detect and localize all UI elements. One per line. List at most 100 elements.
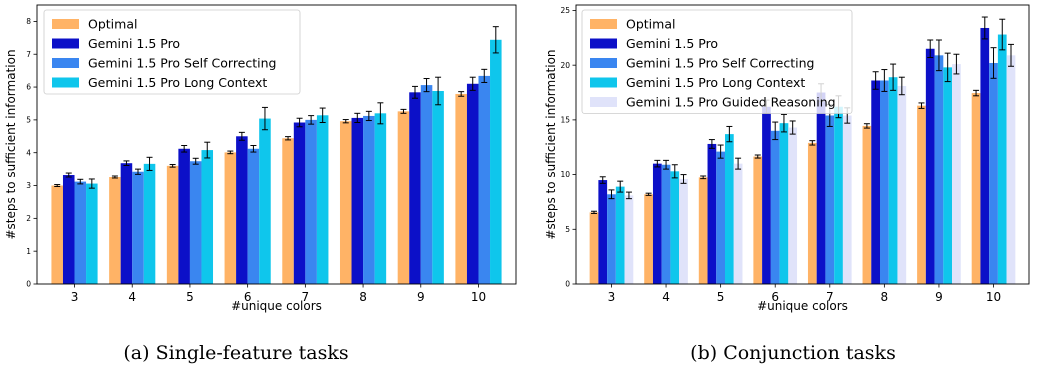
y-tick-label: 5	[26, 115, 31, 124]
error-bar	[400, 108, 407, 114]
x-tick-label: 3	[71, 290, 79, 304]
x-axis-label: #unique colors	[231, 299, 322, 313]
bar	[351, 117, 364, 284]
x-tick-label: 10	[471, 290, 486, 304]
error-bar	[134, 168, 141, 175]
error-bar	[1007, 43, 1014, 67]
error-bar	[772, 121, 779, 141]
error-bar	[492, 26, 499, 54]
bar	[980, 27, 990, 284]
x-tick-label: 3	[608, 290, 616, 304]
plot-frame	[36, 4, 517, 285]
bar	[788, 127, 798, 284]
figure-caption: (b) Conjunction tasks	[690, 342, 896, 364]
y-tick-label: 0	[26, 280, 31, 289]
bar	[478, 75, 491, 285]
bar	[143, 163, 156, 284]
bar	[305, 119, 317, 284]
series-gemini-1-5-pro-self-correcting	[74, 68, 491, 285]
error-bar	[726, 125, 733, 143]
bar	[339, 121, 352, 284]
bar	[363, 115, 375, 284]
bar	[490, 39, 502, 284]
bar	[397, 111, 410, 284]
error-bar	[308, 115, 315, 125]
bar	[120, 163, 133, 284]
panel-b-conjunction: 0 5 10 15 20 25 3 4 5 6 7 8 9 10 #unique colors #steps …	[544, 4, 1030, 364]
series-gemini-1-5-pro-self-correcting	[607, 39, 998, 285]
bar	[716, 151, 725, 284]
bar	[455, 93, 467, 284]
error-bar	[663, 159, 670, 170]
legend-swatch	[52, 38, 79, 49]
error-bar	[918, 102, 925, 109]
x-axis-label: #unique colors	[757, 299, 848, 313]
x-tick-label: 6	[244, 290, 252, 304]
bar	[644, 194, 653, 284]
y-tick-label: 1	[26, 247, 31, 256]
x-tick-label: 5	[186, 290, 194, 304]
bar	[224, 152, 237, 284]
bar	[952, 64, 961, 284]
x-tick-label: 7	[302, 290, 310, 304]
error-bar	[863, 123, 870, 129]
error-bar	[872, 71, 879, 90]
bar	[670, 171, 680, 284]
y-tick-label: 4	[26, 148, 31, 157]
bar	[409, 92, 421, 284]
series-gemini-1-5-pro-long-context	[615, 18, 1007, 285]
error-bar	[238, 131, 245, 141]
series-gemini-1-5-pro	[62, 76, 479, 284]
error-bar	[146, 156, 153, 171]
error-bar	[654, 159, 661, 168]
legend-label: Gemini 1.5 Pro	[626, 36, 718, 51]
legend-swatch	[590, 38, 617, 49]
error-bar	[423, 78, 430, 93]
error-bar	[735, 157, 742, 170]
bar	[615, 186, 625, 284]
bar	[862, 125, 872, 285]
bar	[316, 115, 329, 284]
y-tick-label: 8	[26, 17, 31, 26]
error-bar	[990, 47, 997, 79]
y-tick-label: 3	[26, 181, 31, 190]
y-tick-label: 0	[565, 280, 570, 289]
error-bar	[754, 154, 761, 159]
legend-swatch	[52, 58, 79, 68]
error-bar	[708, 139, 715, 149]
bar	[888, 77, 898, 285]
bar	[807, 142, 817, 284]
bar	[679, 178, 688, 284]
error-bar	[935, 39, 942, 72]
bar	[189, 161, 202, 284]
error-bar	[342, 119, 349, 124]
error-bar	[111, 175, 118, 179]
error-bar	[481, 68, 488, 83]
series-gemini-1-5-pro-long-context	[86, 26, 502, 284]
error-bar	[780, 113, 787, 133]
bar	[624, 195, 634, 284]
error-bar	[671, 164, 678, 179]
bar	[74, 181, 87, 284]
x-tick-label: 9	[417, 290, 425, 304]
error-bar	[717, 144, 724, 159]
bar	[770, 130, 780, 284]
y-tick-label: 10	[560, 170, 570, 179]
error-bar	[123, 160, 130, 167]
bar	[762, 106, 771, 284]
error-bar	[204, 141, 211, 159]
error-bar	[700, 175, 707, 180]
x-tick-label: 6	[771, 290, 779, 304]
error-bar	[469, 76, 476, 91]
x-tick-label: 10	[986, 290, 1001, 304]
bar	[607, 194, 616, 284]
bar	[997, 34, 1007, 284]
bar	[989, 62, 998, 284]
bar	[86, 183, 98, 284]
bar	[652, 163, 662, 284]
error-bar	[617, 180, 624, 193]
error-bar	[458, 91, 465, 97]
legend-swatch	[590, 58, 617, 68]
y-axis-label: #steps to sufficient information	[544, 49, 558, 239]
